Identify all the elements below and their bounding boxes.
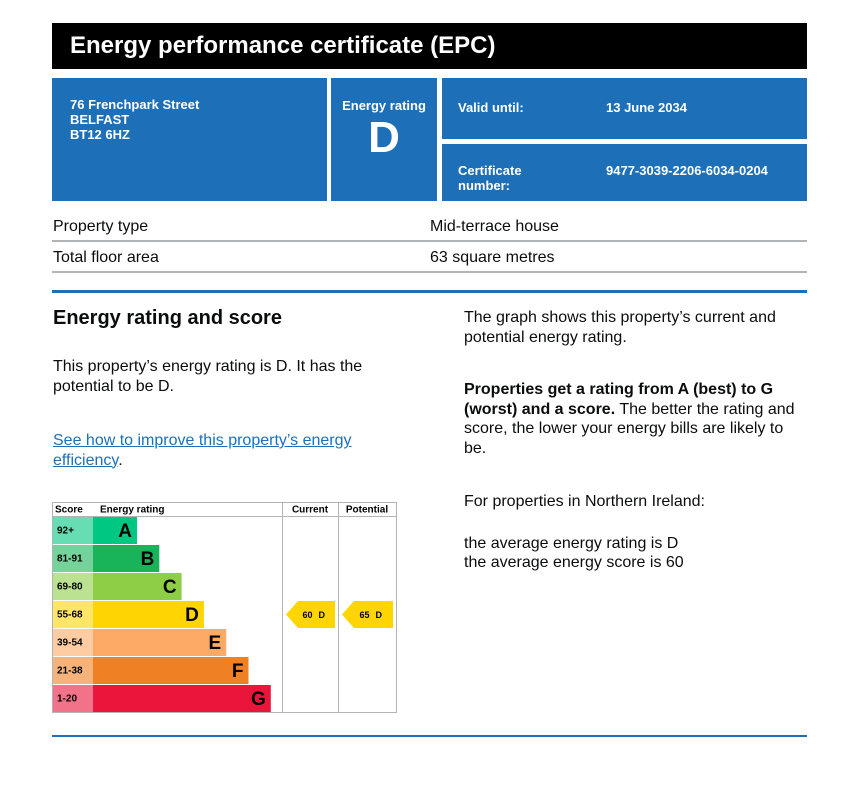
summary: This property’s energy rating is D. It h… xyxy=(53,358,363,395)
rating-arrow xyxy=(342,601,393,628)
chart-border xyxy=(52,502,397,713)
aside-ratings: Properties get a rating from A (best) to… xyxy=(464,380,804,458)
link[interactable]: See how to improve this property’s energ… xyxy=(53,432,352,469)
aside-intro: The graph shows this property’s current … xyxy=(464,309,776,346)
band-bar xyxy=(93,601,204,628)
property-row: Property type Mid-terrace house xyxy=(52,211,807,242)
band-bar xyxy=(93,517,137,544)
column-header: Potential xyxy=(346,505,388,516)
band-letter: F xyxy=(232,661,244,682)
band-bar xyxy=(93,573,182,600)
column-header: Score xyxy=(55,505,83,516)
rating-value: D xyxy=(368,113,400,162)
address-line: 76 Frenchpark Street xyxy=(70,97,200,112)
score-cell xyxy=(53,629,93,656)
address-line: BT12 6HZ xyxy=(70,127,130,142)
band-letter: E xyxy=(209,633,222,654)
rating-box: Energy rating D xyxy=(331,78,437,201)
score-cell xyxy=(53,601,93,628)
aside-ni: For properties in Northern Ireland: xyxy=(464,493,705,510)
aside-avg-rating: the average energy rating is D xyxy=(464,535,679,552)
valid-label: Valid until: xyxy=(458,100,524,115)
rating-score: 60 xyxy=(302,610,312,620)
score-cell xyxy=(53,685,93,712)
score-range: 55-68 xyxy=(57,610,83,621)
address-line: BELFAST xyxy=(70,112,130,127)
score-range: 1-20 xyxy=(57,694,77,705)
rating-arrow xyxy=(286,601,335,628)
score-range: 92+ xyxy=(57,526,74,537)
valid-box: Valid until: 13 June 2034 xyxy=(442,78,807,139)
score-range: 69-80 xyxy=(57,582,83,593)
aside-avg-score: the average energy score is 60 xyxy=(464,554,684,571)
band-letter: D xyxy=(185,605,199,626)
band-letter: B xyxy=(141,549,155,570)
score-range: 39-54 xyxy=(57,638,83,649)
rating-score: 65 xyxy=(359,610,369,620)
property-label: Property type xyxy=(53,218,149,235)
title: Energy performance certificate (EPC) xyxy=(52,23,807,69)
property-label: Total floor area xyxy=(53,249,159,266)
band-bar xyxy=(93,629,227,656)
divider xyxy=(52,290,807,293)
valid-value: 13 June 2034 xyxy=(606,100,687,115)
property-value: Mid-terrace house xyxy=(430,218,559,235)
band-bar xyxy=(93,545,160,572)
column-header: Energy rating xyxy=(100,505,164,516)
property-value: 63 square metres xyxy=(430,249,555,266)
link-end: . xyxy=(118,451,123,469)
certificate-box: Certificate number: 9477-3039-2206-6034-… xyxy=(442,144,807,201)
divider xyxy=(52,735,807,737)
band-bar xyxy=(93,657,249,684)
score-range: 21-38 xyxy=(57,666,83,677)
section-title: Energy rating and score xyxy=(53,307,282,329)
rating-letter: D xyxy=(376,610,383,620)
aside-bold: Properties get a rating from A (best) to… xyxy=(464,381,774,418)
improve-link: See how to improve this property’s energ… xyxy=(53,431,383,470)
address: 76 Frenchpark Street BELFAST BT12 6HZ xyxy=(52,78,327,201)
rating-letter: D xyxy=(319,610,326,620)
rating-chart: Score Energy rating Current Potential 92+ A 81… xyxy=(52,502,397,713)
certificate-value: 9477-3039-2206-6034-0204 xyxy=(606,163,768,178)
aside-rest: The better the rating and score, the low… xyxy=(464,400,795,457)
rating-label: Energy rating xyxy=(342,98,426,113)
property-row: Total floor area 63 square metres xyxy=(52,242,807,273)
score-cell xyxy=(53,545,93,572)
band-letter: A xyxy=(118,521,132,542)
certificate-label: Certificate number: xyxy=(458,163,522,193)
score-range: 81-91 xyxy=(57,554,83,565)
column-header: Current xyxy=(292,505,329,516)
score-cell xyxy=(53,517,93,544)
score-cell xyxy=(53,573,93,600)
band-bar xyxy=(93,685,271,712)
score-cell xyxy=(53,657,93,684)
band-letter: C xyxy=(163,577,177,598)
band-letter: G xyxy=(251,689,266,710)
